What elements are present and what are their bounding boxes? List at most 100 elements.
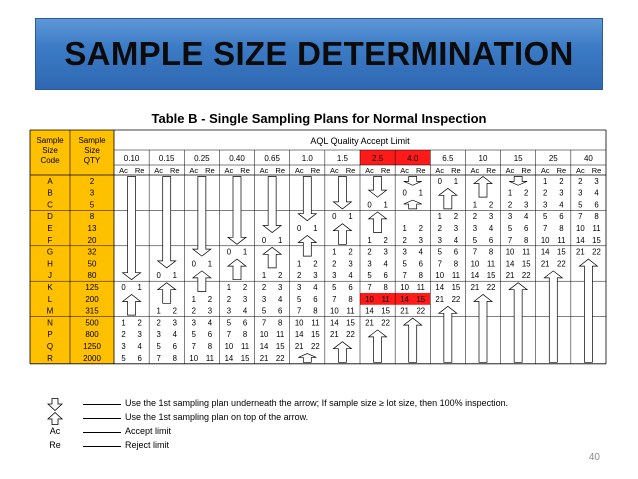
accept-value: 10 — [260, 330, 269, 339]
accept-value: 5 — [402, 259, 407, 268]
reject-value: 1 — [173, 271, 177, 280]
accept-value: 21 — [260, 354, 269, 363]
header-re: Re — [381, 166, 391, 175]
accept-value: 21 — [330, 330, 339, 339]
accept-value: 3 — [332, 271, 336, 280]
header-sample-size-code: Code — [40, 156, 60, 165]
sample-size-qty: 800 — [85, 330, 99, 339]
down-arrow-icon — [509, 176, 528, 186]
accept-value: 7 — [297, 307, 301, 316]
up-arrow-icon — [578, 258, 599, 363]
accept-value: 2 — [332, 259, 336, 268]
aql-value: 0.15 — [159, 154, 175, 163]
reject-value: 6 — [419, 259, 423, 268]
accept-value: 10 — [541, 236, 550, 245]
header-ac: Ac — [506, 166, 515, 175]
sample-size-code: A — [47, 177, 53, 186]
accept-value: 2 — [578, 177, 582, 186]
reject-value: 1 — [383, 200, 387, 209]
header-sample-size-qty: QTY — [84, 156, 101, 165]
sample-size-code: E — [47, 224, 52, 233]
reject-value: 4 — [137, 342, 142, 351]
reject-value: 4 — [278, 295, 283, 304]
aql-value: 15 — [514, 154, 523, 163]
header-re: Re — [486, 166, 496, 175]
reject-value: 6 — [278, 307, 282, 316]
reject-value: 2 — [208, 295, 212, 304]
sample-size-qty: 200 — [85, 295, 99, 304]
legend-row-re: Re Reject limit — [45, 440, 605, 454]
reject-value: 6 — [313, 295, 317, 304]
accept-value: 0 — [332, 212, 337, 221]
highlight-cell — [360, 293, 396, 305]
header-re: Re — [346, 166, 356, 175]
accept-value: 7 — [508, 236, 512, 245]
header-ac: Ac — [295, 166, 304, 175]
reject-value: 8 — [524, 236, 528, 245]
accept-value: 10 — [471, 259, 480, 268]
accept-value: 2 — [508, 200, 512, 209]
accept-value: 2 — [402, 236, 406, 245]
accept-value: 1 — [367, 236, 371, 245]
reject-value: 4 — [383, 259, 388, 268]
reject-value: 1 — [313, 224, 317, 233]
reject-value: 6 — [137, 354, 141, 363]
reject-value: 2 — [383, 236, 387, 245]
accept-value: 5 — [332, 283, 337, 292]
header-ac: Ac — [330, 166, 339, 175]
reject-value: 2 — [419, 224, 423, 233]
up-arrow-icon — [437, 187, 458, 210]
aql-value: 40 — [584, 154, 593, 163]
reject-value: 11 — [452, 271, 460, 280]
legend-text-re: Reject limit — [125, 440, 170, 450]
reject-value: 4 — [313, 283, 318, 292]
accept-value: 5 — [192, 330, 197, 339]
accept-value: 2 — [192, 307, 196, 316]
reject-value: 11 — [206, 354, 214, 363]
legend-text-ac: Accept limit — [125, 426, 172, 436]
legend-row-down: Use the 1st sampling plan underneath the… — [45, 398, 605, 412]
header-ac: Ac — [435, 166, 444, 175]
down-arrow-icon — [226, 176, 248, 245]
accept-value: 7 — [332, 295, 336, 304]
legend-row-up: Use the 1st sampling plan on top of the … — [45, 412, 605, 426]
sample-size-qty: 50 — [88, 259, 97, 268]
reject-value: 2 — [243, 283, 247, 292]
header-re: Re — [557, 166, 567, 175]
reject-value: 8 — [348, 295, 352, 304]
aql-value: 25 — [549, 154, 558, 163]
accept-value: 0 — [367, 200, 372, 209]
accept-value: 2 — [543, 189, 547, 198]
down-arrow-icon — [297, 176, 318, 222]
accept-value: 7 — [227, 330, 231, 339]
down-arrow-icon — [403, 176, 422, 186]
reject-value: 22 — [452, 295, 461, 304]
sample-size-qty: 1250 — [83, 342, 101, 351]
reject-value: 2 — [278, 271, 282, 280]
reject-value: 1 — [137, 283, 141, 292]
accept-value: 0 — [192, 259, 197, 268]
reject-value: 1 — [419, 189, 423, 198]
reject-value: 11 — [382, 295, 390, 304]
accept-value: 5 — [227, 318, 232, 327]
accept-value: 0 — [438, 177, 443, 186]
accept-value: 1 — [297, 259, 301, 268]
aql-value: 2.5 — [372, 154, 384, 163]
header-ac: Ac — [400, 166, 409, 175]
reject-value: 1 — [278, 236, 282, 245]
accept-value: 5 — [262, 307, 267, 316]
reject-value: 4 — [208, 318, 213, 327]
accept-value: 2 — [262, 283, 266, 292]
accept-value: 2 — [367, 248, 371, 257]
up-arrow-icon — [156, 282, 177, 304]
accept-value: 3 — [543, 200, 547, 209]
reject-value: 15 — [592, 236, 601, 245]
reject-value: 4 — [454, 236, 459, 245]
accept-value: 21 — [295, 342, 304, 351]
accept-value: 3 — [508, 212, 512, 221]
sample-size-qty: 500 — [85, 318, 99, 327]
accept-value: 0 — [227, 248, 232, 257]
reject-value: 8 — [454, 259, 458, 268]
reject-value: 15 — [346, 318, 355, 327]
up-arrow-icon — [298, 353, 317, 363]
